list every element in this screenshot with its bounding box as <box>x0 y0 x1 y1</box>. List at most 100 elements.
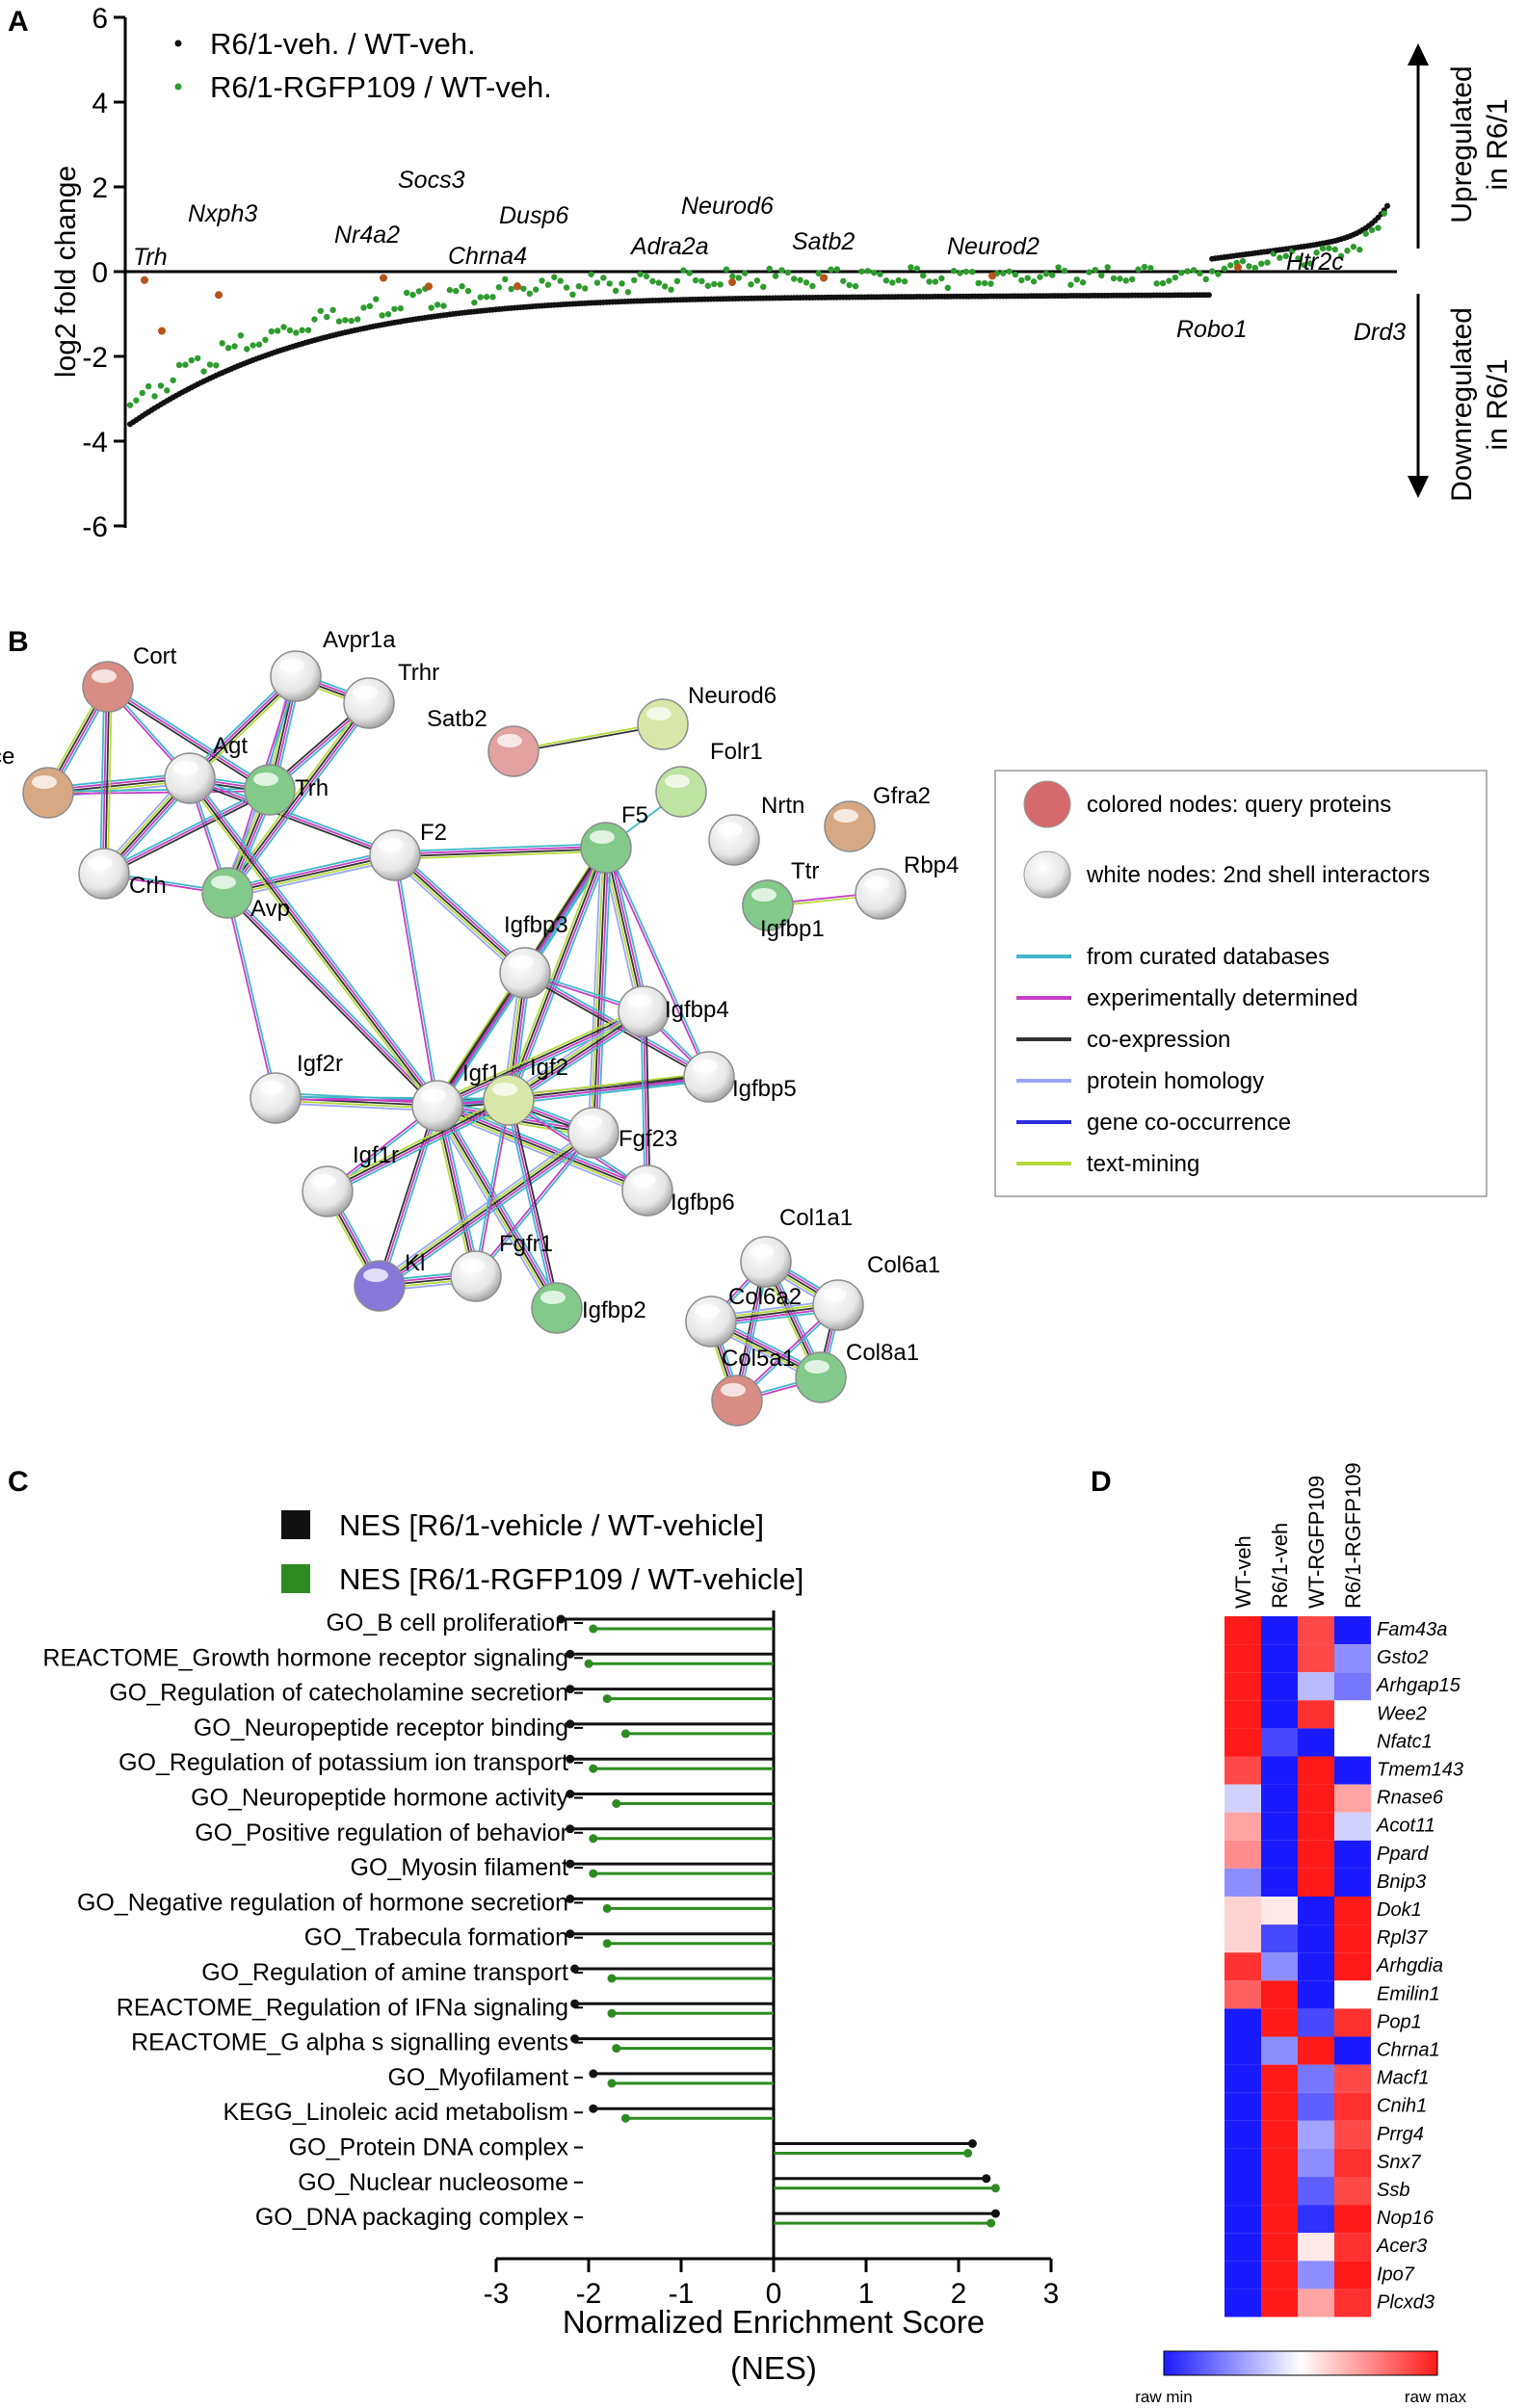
rgfp-point <box>311 316 318 323</box>
heatmap-cell <box>1334 1980 1371 2009</box>
heatmap-cell <box>1224 1924 1261 1953</box>
network-edge <box>509 1077 710 1103</box>
rgfp-point <box>1110 275 1118 282</box>
heatmap-cell <box>1261 1840 1298 1869</box>
network-edge <box>508 1074 709 1100</box>
heatmap-cell <box>1334 1616 1371 1645</box>
heatmap-column-label: WT-veh <box>1231 1535 1255 1609</box>
rgfp-point <box>440 302 447 309</box>
node-highlight <box>540 1291 566 1304</box>
network-edge <box>505 1100 556 1309</box>
y-tick-label: -4 <box>82 427 108 458</box>
heatmap-gene-label: Emilin1 <box>1377 1983 1440 2004</box>
heatmap-cell <box>1334 2289 1371 2317</box>
rgfp-point <box>1368 226 1376 234</box>
legend-edge-label: co-expression <box>1087 1027 1230 1053</box>
panel-a-y-ticks: 6 4 2 0 -2 -4 -6 <box>82 3 125 543</box>
node-highlight <box>173 761 198 774</box>
network-edge <box>603 848 709 1078</box>
network-edge <box>433 970 523 1105</box>
rgfp-point <box>544 281 552 288</box>
network-node: Gfra2 <box>824 783 931 852</box>
heatmap-cell <box>1298 2064 1334 2093</box>
rgfp-point <box>1135 266 1142 273</box>
network-node: Cort <box>82 643 177 713</box>
rgfp-point <box>299 327 305 334</box>
heatmap-cell <box>1334 1784 1371 1813</box>
rgfp-point <box>1350 244 1357 250</box>
category-label: GO_Negative regulation of hormone secret… <box>77 1889 568 1916</box>
rgfp-point <box>1197 270 1203 277</box>
rgfp-point <box>999 270 1007 276</box>
network-edge <box>329 1102 512 1196</box>
network-node: Igfbp3 <box>499 912 568 999</box>
rgfp-point <box>403 289 410 297</box>
rgfp-point <box>760 283 767 291</box>
network-edge <box>188 779 395 859</box>
rgfp-point <box>895 276 902 284</box>
rgfp-point <box>1030 278 1038 285</box>
heatmap-gene-label: Ssb <box>1377 2180 1409 2201</box>
rgfp-point <box>1337 252 1345 260</box>
rgfp-point <box>1319 245 1327 252</box>
rgfp-point <box>1117 275 1123 282</box>
node-label: Agt <box>213 733 248 759</box>
gene-label: Robo1 <box>1176 316 1248 343</box>
network-node: Igfbp2 <box>531 1282 646 1334</box>
rgfp-point <box>637 271 644 277</box>
rgfp-point <box>864 268 871 275</box>
heatmap-cell <box>1334 2148 1371 2177</box>
gene-label: Satb2 <box>792 228 855 255</box>
rgfp-point <box>557 277 564 284</box>
gene-label: Trh <box>133 244 168 271</box>
heatmap-cell <box>1298 2261 1334 2290</box>
network-edge <box>104 791 272 877</box>
network-edge <box>437 973 527 1108</box>
node-label: F5 <box>621 802 648 828</box>
network-edge <box>377 1130 593 1285</box>
rgfp-point <box>753 277 761 284</box>
heatmap-column-label: WT-RGFP109 <box>1304 1476 1329 1609</box>
node-label: Neurod6 <box>688 683 777 709</box>
rgfp-point <box>673 277 681 285</box>
x-tick-label: 0 <box>766 2278 782 2310</box>
network-edge <box>436 1008 644 1106</box>
heatmap-cell <box>1298 2177 1334 2206</box>
rgfp-point <box>1012 271 1019 278</box>
nes-dot-rgfp <box>602 1939 612 1949</box>
rgfp-point <box>981 279 988 287</box>
heatmap-cell <box>1224 1728 1261 1757</box>
node-label: Nrtn <box>761 793 804 819</box>
heatmap-cell <box>1224 1840 1261 1869</box>
network-edge <box>643 1010 648 1191</box>
rgfp-point <box>913 265 921 272</box>
rgfp-point <box>920 272 927 279</box>
rgfp-point <box>409 291 416 299</box>
rgfp-point <box>1172 274 1179 281</box>
rgfp-point <box>704 282 712 289</box>
nes-dot-veh <box>566 1859 575 1869</box>
network-edge <box>103 789 271 875</box>
rgfp-point <box>588 271 594 277</box>
rgfp-point <box>1184 268 1191 275</box>
panel-c-legend-veh: NES [R6/1-vehicle / WT-vehicle] <box>339 1508 764 1542</box>
rgfp-point <box>428 304 434 311</box>
nes-dot-veh <box>570 2034 580 2044</box>
rgfp-point <box>1086 269 1093 275</box>
rgfp-point <box>1295 255 1302 262</box>
node-circle <box>369 829 421 881</box>
network-edge <box>101 686 108 874</box>
gene-label: Drd3 <box>1354 319 1406 346</box>
rgfp-point <box>126 402 134 408</box>
network-edge <box>590 847 605 1133</box>
network-node: Kl <box>354 1250 425 1312</box>
network-node: Trh <box>244 764 329 816</box>
rgfp-point <box>877 271 883 277</box>
rgfp-point <box>1344 248 1351 254</box>
heatmap-cell <box>1261 2261 1298 2290</box>
rgfp-point <box>1037 274 1043 280</box>
panel-c-legend-rgfp: NES [R6/1-RGFP109 / WT-vehicle] <box>339 1562 803 1596</box>
legend-edge-label: gene co-occurrence <box>1087 1110 1291 1136</box>
heatmap-cell <box>1261 1672 1298 1701</box>
network-edge <box>227 859 397 899</box>
